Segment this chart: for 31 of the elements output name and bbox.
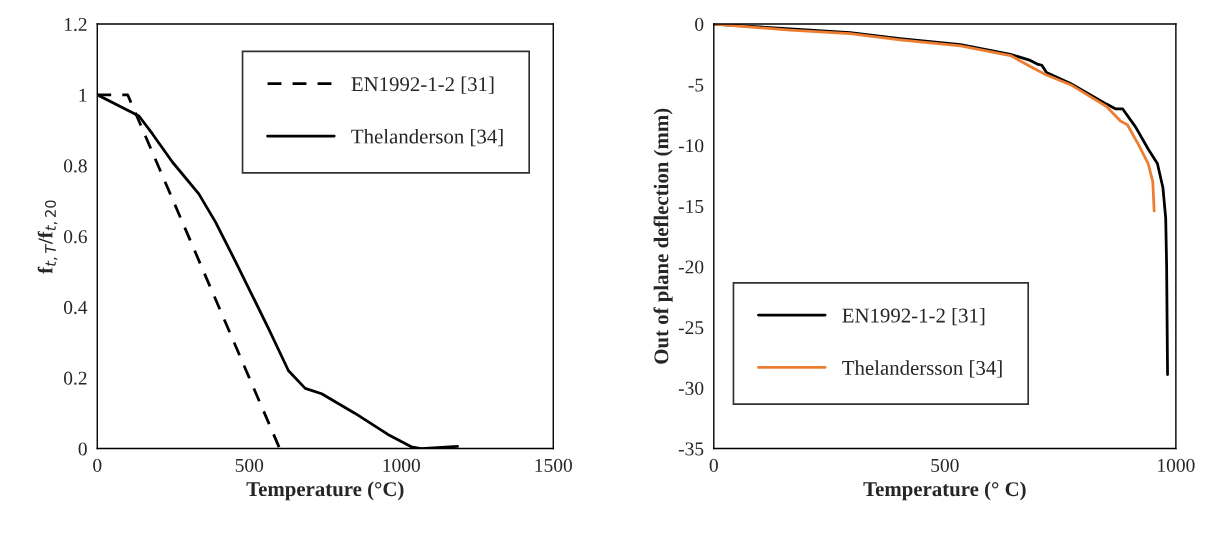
legend-label: Thelanderson [34] <box>351 128 503 147</box>
y-tick-label: -20 <box>678 260 704 274</box>
y-tick-label: -30 <box>678 381 704 395</box>
legend-label: Thelandersson [34] <box>842 360 1002 378</box>
y-tick-label: 0 <box>695 17 704 31</box>
y-axis-title: f$_{t,T}$/f$_{t,20}$ <box>37 200 58 274</box>
y-tick-label: 0.8 <box>63 159 87 173</box>
y-tick-label: 0 <box>78 442 87 456</box>
y-tick-label: 0.4 <box>63 300 88 315</box>
y-tick-label: 1.2 <box>64 17 87 32</box>
x-tick-label: 500 <box>931 458 959 472</box>
x-tick-label: 500 <box>235 458 264 472</box>
x-tick-label: 1500 <box>535 458 572 472</box>
x-tick-label: 0 <box>93 458 102 472</box>
y-tick-label: 0.6 <box>63 230 87 244</box>
x-axis-title: Temperature (° C) <box>863 481 1026 501</box>
y-tick-label: -35 <box>678 442 704 456</box>
x-tick-label: 1000 <box>1158 458 1195 472</box>
y-tick-label: 1 <box>79 88 87 102</box>
line-series <box>713 24 1156 213</box>
legend-label: EN1992-1-2 [31] <box>842 307 985 326</box>
y-tick-label: -10 <box>678 139 704 153</box>
x-axis-title: Temperature (°C) <box>246 481 404 501</box>
y-tick-label: 0.2 <box>63 371 87 385</box>
legend-label: EN1992-1-2 [31] <box>351 76 494 94</box>
x-tick-label: 1000 <box>383 458 420 472</box>
y-tick-label: -25 <box>678 321 704 335</box>
y-axis-title: Out of plane deflection (mm) <box>653 108 673 364</box>
y-tick-label: -15 <box>678 199 704 213</box>
y-tick-label: -5 <box>688 78 704 92</box>
x-tick-label: 0 <box>709 458 718 472</box>
